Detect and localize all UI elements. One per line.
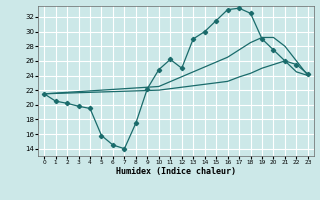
X-axis label: Humidex (Indice chaleur): Humidex (Indice chaleur): [116, 167, 236, 176]
